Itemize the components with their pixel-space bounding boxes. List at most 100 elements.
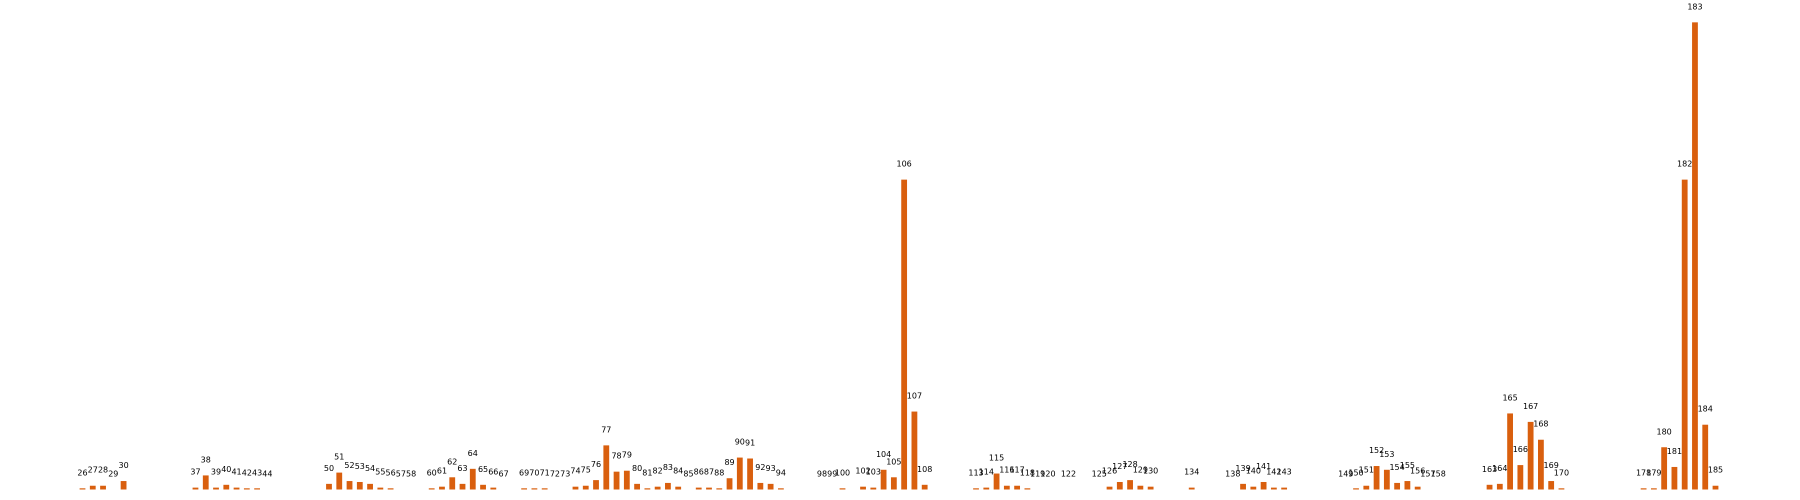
- bar-label-85: 85: [683, 470, 693, 479]
- bar-128: [1127, 480, 1133, 490]
- bar-126: [1106, 486, 1113, 490]
- bar-104: [880, 469, 887, 490]
- bar-93: [767, 483, 774, 490]
- bar-label-42: 42: [242, 468, 252, 477]
- bar-41: [233, 487, 240, 490]
- bar-107: [911, 411, 918, 490]
- bar-38: [202, 475, 209, 490]
- bar-label-117: 117: [1009, 466, 1024, 475]
- bar-label-183: 183: [1687, 2, 1702, 11]
- bar-61: [439, 486, 445, 490]
- bar-94: [777, 488, 784, 490]
- bar-117: [1014, 485, 1021, 490]
- bar-116: [1003, 485, 1010, 490]
- bar-84: [675, 486, 682, 490]
- bar-label-27: 27: [88, 466, 98, 475]
- bar-label-37: 37: [190, 468, 200, 477]
- bar-91: [747, 458, 753, 490]
- bar-label-41: 41: [231, 468, 241, 477]
- bar-182: [1681, 179, 1688, 490]
- bar-label-44: 44: [262, 470, 272, 479]
- bar-143: [1281, 487, 1288, 490]
- bar-label-178: 178: [1636, 468, 1651, 477]
- bar-155: [1404, 481, 1411, 490]
- bar-86: [695, 487, 702, 490]
- bar-label-55: 55: [375, 468, 385, 477]
- bar-183: [1692, 22, 1698, 490]
- bar-label-86: 86: [694, 468, 704, 477]
- bar-label-127: 127: [1112, 462, 1127, 471]
- bar-80: [634, 483, 640, 490]
- bar-label-71: 71: [540, 468, 550, 477]
- bar-56: [387, 488, 394, 490]
- bar-label-170: 170: [1554, 468, 1569, 477]
- bar-label-72: 72: [550, 470, 560, 479]
- bar-label-128: 128: [1122, 460, 1137, 469]
- bar-163: [1486, 484, 1493, 490]
- bar-87: [706, 487, 712, 490]
- bar-label-56: 56: [386, 468, 396, 477]
- bar-62: [449, 477, 456, 490]
- bar-label-30: 30: [118, 461, 128, 470]
- bar-51: [336, 472, 343, 490]
- bar-170: [1558, 488, 1565, 490]
- bar-179: [1650, 488, 1657, 490]
- bar-70: [531, 488, 538, 490]
- bar-40: [223, 484, 230, 490]
- bar-100: [839, 488, 846, 490]
- bar-label-79: 79: [622, 451, 632, 460]
- bar-142: [1270, 487, 1277, 490]
- bar-label-163: 163: [1482, 465, 1497, 474]
- bar-label-108: 108: [917, 465, 932, 474]
- bar-label-29: 29: [108, 470, 118, 479]
- bar-label-70: 70: [529, 468, 539, 477]
- bar-label-151: 151: [1359, 466, 1374, 475]
- bar-label-53: 53: [355, 462, 365, 471]
- bar-75: [582, 485, 589, 490]
- bar-141: [1260, 481, 1267, 490]
- bar-label-168: 168: [1533, 420, 1548, 429]
- bar-118: [1024, 488, 1031, 490]
- bar-label-94: 94: [776, 468, 786, 477]
- bar-154: [1394, 482, 1401, 490]
- bar-label-154: 154: [1389, 463, 1404, 472]
- bar-label-138: 138: [1225, 470, 1240, 479]
- bar-label-66: 66: [488, 468, 498, 477]
- bar-30: [120, 481, 127, 490]
- bar-42: [243, 488, 250, 490]
- bar-label-61: 61: [437, 467, 447, 476]
- bar-39: [213, 487, 219, 490]
- bar-label-122: 122: [1061, 470, 1076, 479]
- bar-label-50: 50: [324, 464, 334, 473]
- bar-label-185: 185: [1708, 466, 1723, 475]
- bar-label-87: 87: [704, 468, 714, 477]
- bar-label-140: 140: [1246, 467, 1261, 476]
- bar-label-40: 40: [221, 465, 231, 474]
- bar-label-156: 156: [1410, 467, 1425, 476]
- bar-label-104: 104: [876, 450, 891, 459]
- bar-53: [356, 481, 363, 490]
- bar-66: [490, 487, 497, 490]
- bar-label-58: 58: [406, 470, 416, 479]
- bar-139: [1240, 483, 1246, 490]
- bar-label-141: 141: [1256, 462, 1271, 471]
- bar-label-152: 152: [1369, 446, 1384, 455]
- bar-105: [890, 477, 897, 490]
- bar-55: [377, 487, 384, 490]
- bar-label-134: 134: [1184, 468, 1199, 477]
- bar-label-120: 120: [1040, 470, 1055, 479]
- bar-82: [654, 486, 661, 490]
- bar-74: [572, 486, 579, 490]
- bar-label-39: 39: [211, 468, 221, 477]
- bar-90: [736, 457, 743, 490]
- bar-label-139: 139: [1235, 464, 1250, 473]
- bar-label-57: 57: [396, 470, 406, 479]
- bar-label-103: 103: [866, 468, 881, 477]
- bar-78: [613, 471, 620, 490]
- bar-166: [1517, 465, 1524, 490]
- bar-27: [89, 485, 96, 490]
- bar-43: [254, 488, 260, 490]
- bar-184: [1702, 424, 1709, 490]
- bar-label-99: 99: [827, 470, 837, 479]
- bar-label-28: 28: [98, 466, 108, 475]
